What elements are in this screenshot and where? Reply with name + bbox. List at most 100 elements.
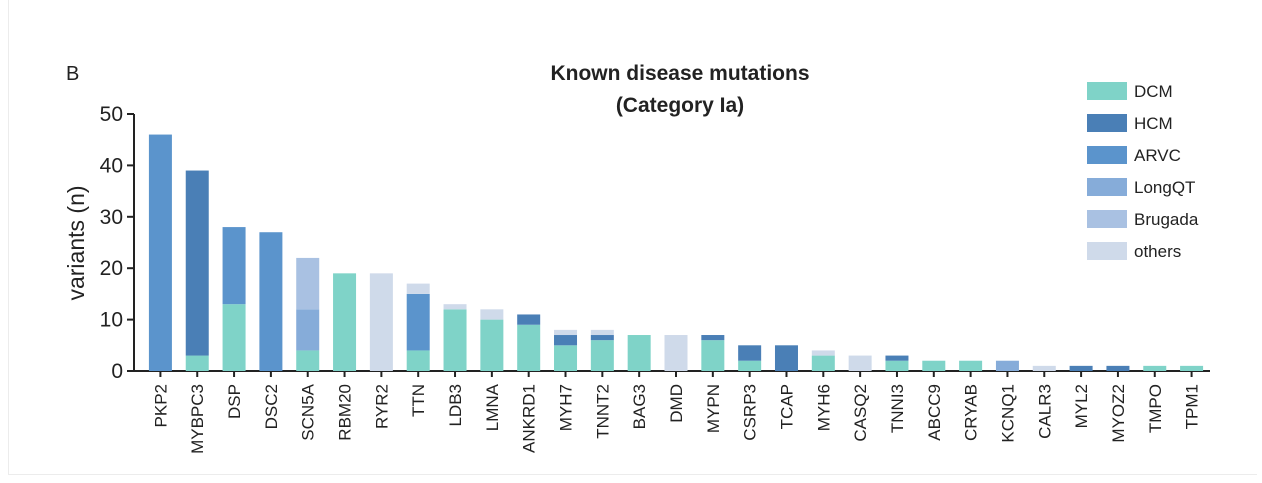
- x-tick-label: LDB3: [446, 384, 465, 427]
- x-tick-label: DSP: [225, 384, 244, 419]
- y-tick-label: 40: [100, 154, 123, 177]
- bar-stack-casq2: [848, 355, 872, 371]
- bar-stack-tnnt2: [590, 329, 614, 371]
- bar-segment-dcm: [959, 360, 983, 371]
- bar-segment-dcm: [333, 273, 357, 371]
- x-tick-label: CALR3: [1035, 384, 1054, 439]
- bar-segment-arvc: [259, 232, 283, 371]
- legend-item-arvc: ARVC: [1087, 146, 1181, 165]
- bar-segment-brugada: [296, 257, 320, 310]
- bar-segment-dcm: [701, 340, 725, 371]
- legend-label: ARVC: [1134, 146, 1181, 165]
- legend-item-others: others: [1087, 242, 1181, 261]
- bar-segment-dcm: [1180, 365, 1204, 371]
- bar-segment-arvc: [222, 227, 246, 305]
- x-tick-label: MYBPC3: [188, 384, 207, 454]
- x-tick-label: MYOZ2: [1109, 384, 1128, 443]
- bar-stack-ldb3: [443, 304, 467, 371]
- bar-segment-others: [664, 335, 688, 371]
- bar-segment-others: [848, 355, 872, 371]
- x-tick-label: MYL2: [1072, 384, 1091, 428]
- bar-segment-arvc: [148, 134, 172, 371]
- bar-segment-others: [480, 309, 504, 320]
- x-tick-label: TMPO: [1146, 384, 1165, 433]
- bar-segment-hcm: [554, 335, 578, 346]
- x-tick-label: MYPN: [704, 384, 723, 433]
- x-tick-label: TNNT2: [593, 384, 612, 439]
- bar-stack-dsp: [222, 227, 246, 371]
- legend-swatch: [1087, 114, 1127, 132]
- x-axis: PKP2 MYBPC3 DSP DSC2 SCN5A RBM20 RYR2 TTN LDB3 LM…: [134, 370, 1210, 454]
- x-tick-label: TCAP: [777, 384, 796, 429]
- x-tick-label: CSRP3: [741, 384, 760, 441]
- bar-segment-hcm: [185, 170, 209, 356]
- bar-segment-dcm: [885, 360, 909, 371]
- bar-segment-hcm: [701, 335, 725, 341]
- bar-stack-ttn: [406, 283, 430, 371]
- bar-segment-dcm: [1143, 365, 1167, 371]
- bar-segment-hcm: [517, 314, 541, 325]
- x-tick-label: CASQ2: [851, 384, 870, 442]
- bar-segment-dcm: [811, 355, 835, 371]
- bar-stack-tpm1: [1180, 365, 1204, 371]
- bar-stack-myl2: [1069, 365, 1093, 371]
- legend-label: LongQT: [1134, 178, 1195, 197]
- bar-stack-myoz2: [1106, 365, 1130, 371]
- legend-label: Brugada: [1134, 210, 1199, 229]
- bar-segment-dcm: [738, 360, 762, 371]
- bar-stack-cryab: [959, 360, 983, 371]
- legend-item-longqt: LongQT: [1087, 178, 1195, 197]
- bar-stack-lmna: [480, 309, 504, 371]
- bar-segment-hcm: [738, 345, 762, 361]
- x-tick-label: TTN: [409, 384, 428, 417]
- bar-stack-kcnq1: [995, 360, 1019, 371]
- y-tick-label: 0: [111, 360, 123, 383]
- bar-stack-ankrd1: [517, 314, 541, 371]
- bar-segment-dcm: [517, 324, 541, 371]
- bar-segment-hcm: [885, 355, 909, 361]
- bar-segment-others: [811, 350, 835, 356]
- bar-segment-others: [1032, 365, 1056, 371]
- bar-stack-bag3: [627, 335, 651, 371]
- chart-subtitle: (Category Ia): [616, 94, 744, 117]
- bar-stack-csrp3: [738, 345, 762, 371]
- bar-segment-dcm: [480, 319, 504, 371]
- bar-stack-dsc2: [259, 232, 283, 371]
- y-tick-label: 10: [100, 309, 123, 332]
- x-tick-label: ABCC9: [925, 384, 944, 441]
- bar-stack-mypn: [701, 335, 725, 371]
- bar-segment-dcm: [222, 304, 246, 371]
- bar-segment-dcm: [922, 360, 946, 371]
- bar-stack-tmpo: [1143, 365, 1167, 371]
- x-tick-label: LMNA: [483, 383, 502, 431]
- legend-swatch: [1087, 210, 1127, 228]
- bar-segment-others: [369, 273, 393, 371]
- bar-segment-dcm: [627, 335, 651, 371]
- x-tick-label: MYH7: [557, 384, 576, 431]
- bar-segment-longqt: [995, 360, 1019, 371]
- bar-stack-scn5a: [296, 257, 320, 371]
- bars: [148, 134, 1204, 371]
- x-tick-label: TNNI3: [888, 384, 907, 433]
- bar-stack-pkp2: [148, 134, 172, 371]
- bar-stack-ryr2: [369, 273, 393, 371]
- bar-segment-hcm: [774, 345, 798, 371]
- x-tick-label: ANKRD1: [520, 384, 539, 453]
- legend-label: DCM: [1134, 82, 1173, 101]
- panel-label: B: [66, 63, 79, 85]
- x-tick-label: SCN5A: [299, 383, 318, 440]
- x-tick-label: CRYAB: [962, 384, 981, 441]
- y-tick-label: 20: [100, 257, 123, 280]
- x-tick-label: RBM20: [336, 384, 355, 441]
- bar-stack-myh6: [811, 350, 835, 371]
- legend-swatch: [1087, 82, 1127, 100]
- bar-segment-others: [590, 329, 614, 336]
- x-tick-label: PKP2: [151, 384, 170, 427]
- bar-segment-dcm: [554, 345, 578, 371]
- legend-item-dcm: DCM: [1087, 82, 1173, 101]
- bar-segment-dcm: [296, 350, 320, 371]
- y-tick-label: 30: [100, 206, 123, 229]
- bar-stack-myh7: [554, 329, 578, 371]
- bar-segment-dcm: [443, 309, 467, 371]
